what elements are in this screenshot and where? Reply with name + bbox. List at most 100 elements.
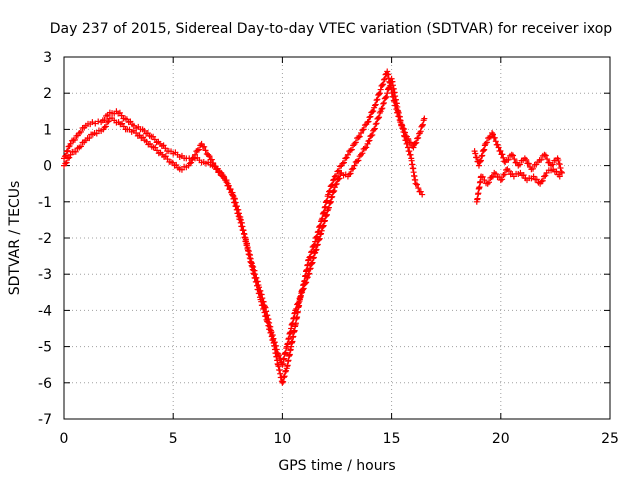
- data-point: [231, 199, 238, 206]
- data-point: [254, 278, 261, 285]
- data-points: [61, 68, 565, 386]
- data-point: [508, 151, 515, 158]
- data-point: [334, 168, 341, 175]
- data-point: [279, 379, 286, 386]
- data-point: [66, 154, 73, 161]
- data-point: [516, 161, 523, 168]
- data-point: [258, 291, 265, 298]
- y-axis-label: SDTVAR / TECUs: [7, 181, 23, 296]
- data-point: [312, 238, 319, 245]
- y-tick-label: -1: [38, 195, 52, 211]
- data-point: [337, 171, 344, 178]
- data-point: [354, 158, 361, 165]
- data-point: [280, 378, 287, 385]
- data-point: [361, 122, 368, 129]
- data-point: [101, 124, 108, 131]
- data-point: [268, 329, 275, 336]
- data-point: [380, 76, 387, 83]
- data-point: [235, 213, 242, 220]
- data-point: [472, 150, 479, 157]
- data-point: [479, 173, 486, 180]
- data-point: [95, 118, 102, 125]
- data-point: [413, 181, 420, 188]
- data-point: [346, 171, 353, 178]
- data-point: [198, 140, 205, 147]
- data-point: [481, 177, 488, 184]
- data-point: [67, 140, 74, 147]
- data-point: [371, 102, 378, 109]
- data-point: [194, 147, 201, 154]
- data-point: [343, 154, 350, 161]
- data-point: [541, 173, 548, 180]
- data-point: [192, 151, 199, 158]
- data-point: [306, 270, 313, 277]
- data-point: [104, 119, 111, 126]
- data-point: [361, 145, 368, 152]
- data-point: [366, 114, 373, 121]
- y-tick-label: 0: [43, 159, 52, 175]
- data-point: [419, 191, 426, 198]
- data-point: [328, 194, 335, 201]
- data-point: [313, 246, 320, 253]
- data-point: [302, 280, 309, 287]
- data-point: [483, 139, 490, 146]
- data-point: [64, 155, 71, 162]
- data-point: [314, 241, 321, 248]
- data-point: [373, 97, 380, 104]
- data-point: [273, 342, 280, 349]
- data-point: [351, 162, 358, 169]
- y-tick-label: -2: [38, 231, 52, 247]
- data-point: [404, 144, 411, 151]
- data-point: [419, 122, 426, 129]
- data-point: [240, 227, 247, 234]
- data-point: [480, 147, 487, 154]
- data-point: [323, 212, 330, 219]
- data-point: [325, 191, 332, 198]
- data-point: [295, 299, 302, 306]
- data-point: [355, 157, 362, 164]
- data-point: [64, 147, 71, 154]
- data-point: [327, 198, 334, 205]
- data-point: [333, 172, 340, 179]
- data-point: [530, 173, 537, 180]
- data-point: [63, 148, 70, 155]
- data-point: [248, 260, 255, 267]
- data-point: [310, 243, 317, 250]
- data-point: [495, 144, 502, 151]
- data-point: [380, 100, 387, 107]
- data-point: [77, 128, 84, 135]
- data-point: [189, 155, 196, 162]
- chart-title: Day 237 of 2015, Sidereal Day-to-day VTE…: [50, 21, 613, 37]
- data-point: [310, 254, 317, 261]
- data-point: [382, 94, 389, 101]
- data-point: [539, 177, 546, 184]
- data-point: [419, 121, 426, 128]
- data-point: [216, 169, 223, 176]
- data-point: [533, 176, 540, 183]
- data-point: [351, 140, 358, 147]
- data-point: [358, 130, 365, 137]
- x-tick-label: 0: [60, 431, 69, 447]
- data-point: [190, 154, 197, 161]
- data-point: [538, 178, 545, 185]
- data-point: [366, 137, 373, 144]
- data-point: [379, 82, 386, 89]
- data-point: [488, 174, 495, 181]
- data-point: [333, 180, 340, 187]
- data-point: [500, 172, 507, 179]
- data-point: [294, 300, 301, 307]
- data-point: [479, 152, 486, 159]
- data-point: [307, 265, 314, 272]
- data-point: [370, 108, 377, 115]
- data-point: [369, 108, 376, 115]
- data-point: [298, 290, 305, 297]
- data-point: [489, 130, 496, 137]
- data-point: [342, 155, 349, 162]
- data-point: [327, 199, 334, 206]
- data-point: [259, 295, 266, 302]
- data-point: [293, 305, 300, 312]
- data-point: [481, 146, 488, 153]
- data-point: [558, 169, 565, 176]
- data-point: [337, 163, 344, 170]
- data-point: [525, 160, 532, 167]
